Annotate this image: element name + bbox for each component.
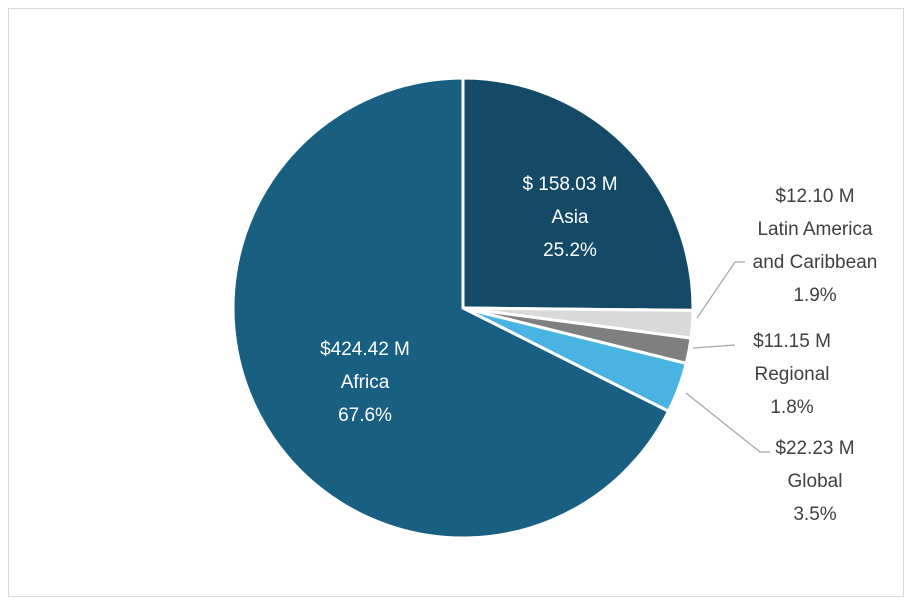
data-label: $11.15 M [753,331,831,352]
percent-label: 1.8% [770,397,813,418]
leader-line [685,392,770,453]
leader-line [696,261,745,319]
pie-slice [461,76,695,312]
category-label: Latin America and Caribbean [753,219,878,273]
percent-label: 67.6% [338,405,392,426]
category-label: Global [788,471,843,492]
category-label: Asia [552,207,589,228]
percent-label: 3.5% [793,504,836,525]
percent-label: 25.2% [543,240,597,261]
data-label: $22.23 M [775,438,854,459]
leader-line [692,344,736,349]
percent-label: 1.9% [793,285,836,306]
data-label: $424.42 M [320,339,410,360]
category-label: Africa [341,372,390,393]
pie-slice [231,76,671,540]
category-label: Regional [755,364,830,385]
data-label: $ 158.03 M [522,174,617,195]
data-label: $12.10 M [775,186,854,207]
